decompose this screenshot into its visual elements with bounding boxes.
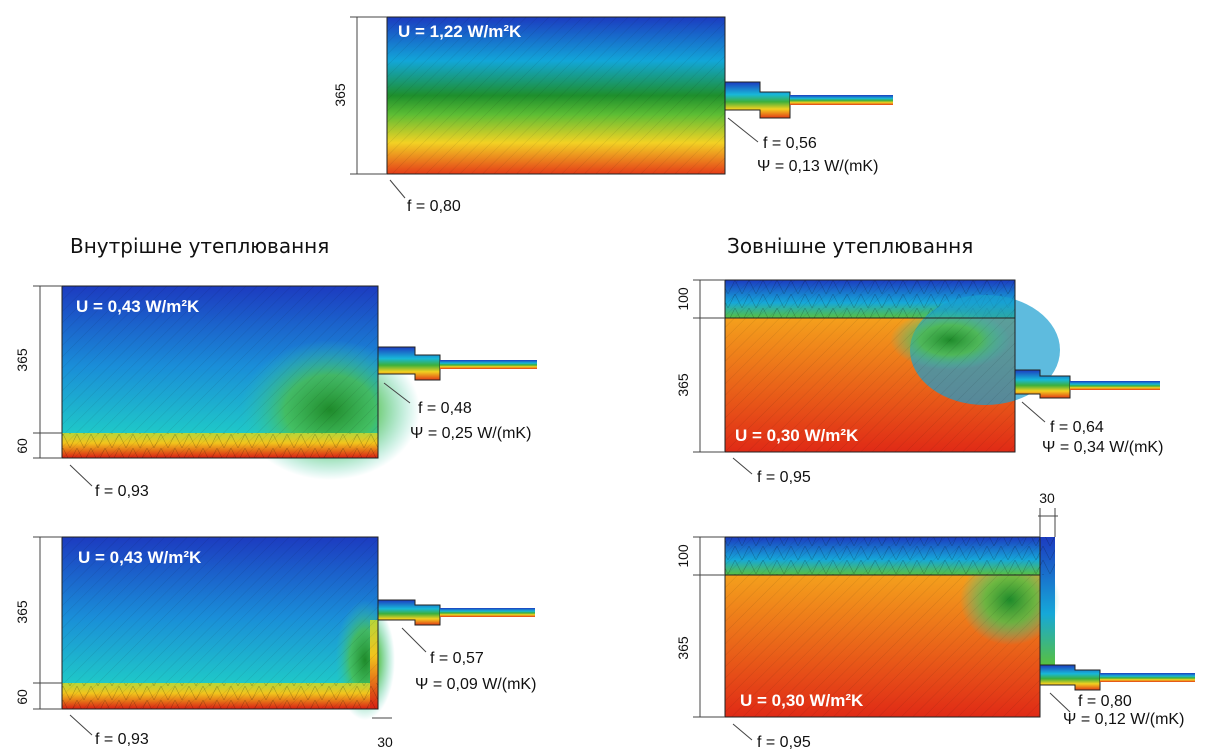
f-window: f = 0,48 bbox=[418, 400, 472, 417]
panel-external-2: 100 365 U = 0,30 W/m²K 30 f = 0,80 Ψ = 0… bbox=[675, 490, 1195, 749]
f-window: f = 0,56 bbox=[763, 135, 817, 152]
shape bbox=[440, 608, 535, 617]
dim-label: 30 bbox=[1039, 490, 1055, 506]
dim-label: 60 bbox=[14, 689, 30, 705]
shape bbox=[1100, 673, 1195, 682]
dim-label: 365 bbox=[675, 373, 691, 397]
f-corner: f = 0,95 bbox=[757, 469, 811, 486]
u-value: U = 0,43 W/m²K bbox=[78, 548, 202, 567]
u-value: U = 0,30 W/m²K bbox=[735, 426, 859, 445]
leader-line bbox=[728, 118, 758, 142]
panel-top: 365 U = 1,22 W/m²K f = 0,56 Ψ = 0,13 W/(… bbox=[332, 17, 893, 215]
panel-external-1: 100 365 U = 0,30 W/m²K f = 0,64 Ψ = 0,34… bbox=[675, 280, 1163, 486]
dim-label: 100 bbox=[675, 287, 691, 311]
dim-label: 365 bbox=[675, 636, 691, 660]
f-window: f = 0,64 bbox=[1050, 419, 1104, 436]
leader-line bbox=[70, 715, 92, 735]
shape bbox=[440, 360, 537, 369]
shape bbox=[790, 95, 893, 105]
shape bbox=[1040, 665, 1100, 690]
section-title: Зовнішне утеплювання bbox=[727, 234, 973, 258]
f-corner: f = 0,93 bbox=[95, 731, 149, 748]
dim-label: 60 bbox=[14, 438, 30, 454]
shape bbox=[725, 537, 1040, 717]
u-value: U = 0,30 W/m²K bbox=[740, 691, 864, 710]
psi-value: Ψ = 0,09 W/(mK) bbox=[415, 676, 536, 693]
dim-label: 365 bbox=[332, 83, 348, 107]
shape bbox=[1070, 381, 1160, 390]
leader-line bbox=[1022, 402, 1045, 422]
f-window: f = 0,80 bbox=[1078, 693, 1132, 710]
leader-line bbox=[733, 724, 752, 740]
section-title: Внутрішне утеплювання bbox=[70, 234, 329, 258]
psi-value: Ψ = 0,12 W/(mK) bbox=[1063, 711, 1184, 728]
u-value: U = 1,22 W/m²K bbox=[398, 22, 522, 41]
leader-line bbox=[733, 458, 752, 474]
dim-label: 100 bbox=[675, 544, 691, 568]
panel-internal-2: 365 60 U = 0,43 W/m²K f = 0,57 Ψ = 0,09 … bbox=[14, 537, 536, 749]
f-corner: f = 0,93 bbox=[95, 483, 149, 500]
leader-line bbox=[1050, 693, 1070, 712]
leader-line bbox=[390, 180, 405, 198]
f-corner: f = 0,80 bbox=[407, 198, 461, 215]
dim-label: 365 bbox=[14, 348, 30, 372]
f-window: f = 0,57 bbox=[430, 650, 484, 667]
psi-value: Ψ = 0,13 W/(mK) bbox=[757, 158, 878, 175]
leader-line bbox=[70, 465, 92, 486]
f-corner: f = 0,95 bbox=[757, 734, 811, 749]
dim-label: 365 bbox=[14, 600, 30, 624]
dim-label: 30 bbox=[377, 734, 393, 749]
diagram: 365 U = 1,22 W/m²K f = 0,56 Ψ = 0,13 W/(… bbox=[0, 0, 1224, 749]
psi-value: Ψ = 0,25 W/(mK) bbox=[410, 425, 531, 442]
psi-value: Ψ = 0,34 W/(mK) bbox=[1042, 439, 1163, 456]
leader-line bbox=[402, 628, 426, 652]
u-value: U = 0,43 W/m²K bbox=[76, 297, 200, 316]
shape bbox=[725, 82, 790, 118]
panel-internal-1: 365 60 U = 0,43 W/m²K f = 0,48 Ψ = 0,25 … bbox=[14, 286, 537, 500]
